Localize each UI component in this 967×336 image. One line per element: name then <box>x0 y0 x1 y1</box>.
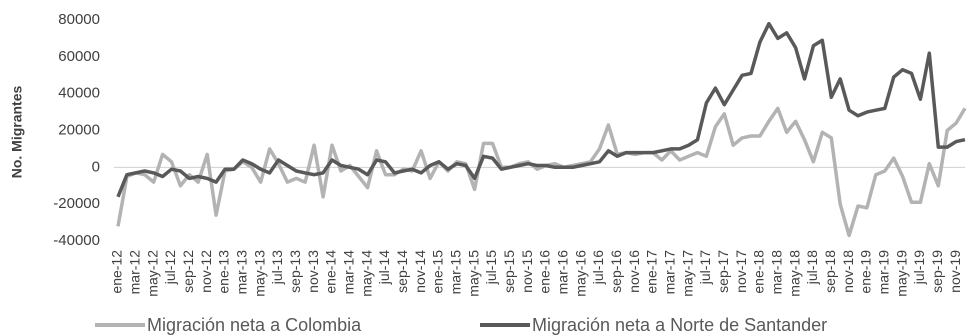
x-tick-label: jul-19 <box>911 250 927 285</box>
x-tick-label: ene-13 <box>216 250 232 294</box>
x-tick-label: mar-15 <box>448 250 464 295</box>
y-tick-label: 60000 <box>58 48 100 65</box>
x-tick-label: mar-14 <box>341 250 357 295</box>
x-tick-label: nov-14 <box>412 250 428 293</box>
legend-label: Migración neta a Colombia <box>147 315 362 335</box>
x-tick-label: may-13 <box>251 250 267 297</box>
x-tick-label: sep-14 <box>394 250 410 293</box>
x-tick-label: nov-13 <box>305 250 321 293</box>
x-tick-label: ene-17 <box>644 250 660 294</box>
x-tick-label: ene-16 <box>537 250 553 294</box>
x-tick-label: sep-18 <box>822 250 838 293</box>
x-tick-label: nov-15 <box>519 250 535 293</box>
series-line <box>116 21 966 198</box>
x-tick-label: jul-14 <box>376 250 392 285</box>
y-tick-label: 20000 <box>58 121 100 138</box>
x-tick-label: nov-16 <box>626 250 642 293</box>
x-tick-label: ene-18 <box>751 250 767 294</box>
x-tick-label: ene-14 <box>323 250 339 294</box>
x-tick-label: jul-12 <box>162 250 178 285</box>
y-tick-label: 40000 <box>58 85 100 102</box>
series-line <box>116 106 967 238</box>
x-tick-label: nov-19 <box>947 250 963 293</box>
x-tick-label: jul-13 <box>269 250 285 285</box>
y-tick-label: 80000 <box>58 11 100 28</box>
x-tick-label: mar-12 <box>127 250 143 295</box>
x-tick-label: may-15 <box>465 250 481 297</box>
x-tick-label: mar-18 <box>768 250 784 295</box>
x-tick-label: may-12 <box>144 250 160 297</box>
x-tick-label: jul-18 <box>804 250 820 285</box>
x-tick-label: ene-19 <box>858 250 874 294</box>
x-tick-label: may-18 <box>786 250 802 297</box>
x-tick-label: jul-16 <box>590 250 606 285</box>
x-tick-label: nov-17 <box>733 250 749 293</box>
x-tick-label: mar-17 <box>661 250 677 295</box>
x-tick-label: ene-12 <box>109 250 125 294</box>
x-tick-label: may-16 <box>572 250 588 297</box>
x-tick-label: jul-17 <box>697 250 713 285</box>
x-tick-label: sep-12 <box>180 250 196 293</box>
x-tick-label: may-19 <box>893 250 909 297</box>
x-tick-label: sep-19 <box>929 250 945 293</box>
x-tick-label: mar-16 <box>554 250 570 295</box>
x-tick-label: nov-18 <box>840 250 856 293</box>
x-tick-label: sep-17 <box>715 250 731 293</box>
x-tick-label: may-17 <box>679 250 695 297</box>
x-tick-label: may-14 <box>358 250 374 297</box>
y-tick-label: -40000 <box>53 232 100 249</box>
x-tick-label: jul-15 <box>483 250 499 285</box>
x-tick-label: mar-19 <box>875 250 891 295</box>
y-tick-label: 0 <box>92 158 100 175</box>
y-axis-title: No. Migrantes <box>9 86 25 179</box>
x-tick-label: nov-12 <box>198 250 214 293</box>
x-tick-label: sep-13 <box>287 250 303 293</box>
x-tick-label: mar-13 <box>234 250 250 295</box>
x-tick-label: sep-15 <box>501 250 517 293</box>
legend-label: Migración neta a Norte de Santander <box>532 315 827 335</box>
y-tick-label: -20000 <box>53 195 100 212</box>
x-tick-label: sep-16 <box>608 250 624 293</box>
x-tick-label: ene-15 <box>430 250 446 294</box>
